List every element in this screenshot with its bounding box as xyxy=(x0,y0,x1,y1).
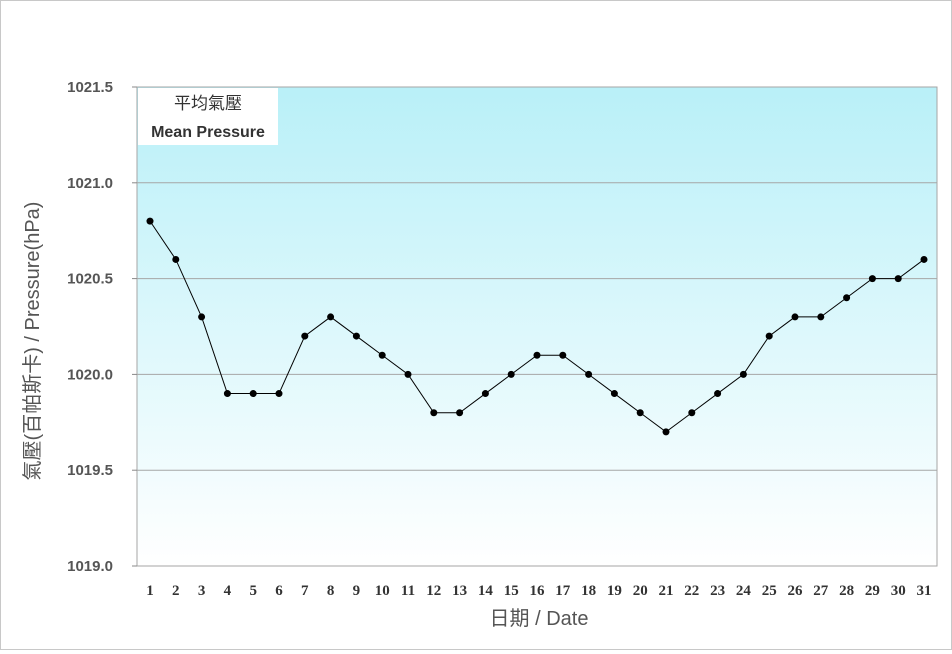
legend-label-en: Mean Pressure xyxy=(151,124,265,141)
x-tick-label: 28 xyxy=(839,583,854,599)
data-point xyxy=(817,313,825,321)
x-axis-ticks: 1 2 3 4 5 6 7 8 9 10 11 12 13 14 15 16 17 18 19 20 21 22 23 24 2… xyxy=(146,583,931,599)
data-point xyxy=(662,428,670,436)
y-tick-label: 1020.0 xyxy=(67,366,113,383)
x-tick-label: 5 xyxy=(249,583,257,599)
data-point xyxy=(610,390,618,398)
x-tick-label: 24 xyxy=(736,583,752,599)
data-point xyxy=(378,351,386,359)
x-tick-label: 1 xyxy=(146,583,154,599)
y-tick-label: 1020.5 xyxy=(67,271,113,288)
x-tick-label: 7 xyxy=(301,583,309,599)
x-tick-label: 15 xyxy=(504,583,519,599)
data-point xyxy=(198,313,206,321)
data-point xyxy=(533,351,541,359)
x-tick-label: 29 xyxy=(865,583,880,599)
series-mean-pressure xyxy=(146,217,928,436)
x-tick-label: 16 xyxy=(530,583,546,599)
y-axis-ticks: 1019.0 1019.5 1020.0 1020.5 1021.0 1021.5 xyxy=(67,79,137,575)
data-point xyxy=(481,390,489,398)
data-point xyxy=(765,332,773,340)
data-point xyxy=(714,390,722,398)
x-tick-label: 12 xyxy=(426,583,441,599)
data-point xyxy=(868,275,876,283)
y-tick-label: 1019.5 xyxy=(67,462,113,479)
x-tick-label: 21 xyxy=(659,583,674,599)
data-point xyxy=(688,409,696,417)
x-tick-label: 2 xyxy=(172,583,180,599)
y-tick-label: 1021.0 xyxy=(67,175,113,192)
data-point xyxy=(352,332,360,340)
data-point xyxy=(223,390,231,398)
x-tick-label: 22 xyxy=(684,583,699,599)
data-point xyxy=(456,409,464,417)
x-tick-label: 4 xyxy=(224,583,232,599)
x-tick-label: 17 xyxy=(555,583,571,599)
x-tick-label: 13 xyxy=(452,583,467,599)
y-tick-label: 1021.5 xyxy=(67,79,113,96)
x-tick-label: 26 xyxy=(788,583,804,599)
x-tick-label: 6 xyxy=(275,583,283,599)
gridlines xyxy=(137,182,937,471)
x-tick-label: 30 xyxy=(891,583,906,599)
data-point xyxy=(636,409,644,417)
x-tick-label: 31 xyxy=(917,583,932,599)
x-tick-label: 23 xyxy=(710,583,725,599)
data-point xyxy=(172,255,180,263)
data-point xyxy=(894,275,902,283)
x-tick-label: 20 xyxy=(633,583,648,599)
data-point xyxy=(275,390,283,398)
data-point xyxy=(585,370,593,378)
legend: 平均氣壓 Mean Pressure xyxy=(138,88,278,145)
data-point xyxy=(404,370,412,378)
x-tick-label: 8 xyxy=(327,583,335,599)
data-point xyxy=(920,255,928,263)
x-tick-label: 18 xyxy=(581,583,596,599)
legend-label-zh: 平均氣壓 xyxy=(174,94,242,113)
x-tick-label: 9 xyxy=(353,583,361,599)
data-point xyxy=(739,370,747,378)
data-point xyxy=(430,409,438,417)
legend-box xyxy=(138,88,278,145)
data-point xyxy=(791,313,799,321)
data-point xyxy=(249,390,257,398)
y-axis-title: 氣壓(百帕斯卡) / Pressure(hPa) xyxy=(21,202,44,481)
x-tick-label: 11 xyxy=(401,583,415,599)
x-tick-label: 3 xyxy=(198,583,206,599)
data-point xyxy=(327,313,335,321)
x-tick-label: 19 xyxy=(607,583,622,599)
plot-area xyxy=(136,86,938,567)
data-point xyxy=(843,294,851,302)
x-axis-title: 日期 / Date xyxy=(490,608,589,630)
x-tick-label: 27 xyxy=(813,583,829,599)
y-tick-label: 1019.0 xyxy=(67,558,113,575)
x-tick-label: 10 xyxy=(375,583,390,599)
data-point xyxy=(301,332,309,340)
data-point xyxy=(559,351,567,359)
data-point xyxy=(507,370,515,378)
data-point xyxy=(146,217,154,225)
x-tick-label: 14 xyxy=(478,583,494,599)
x-tick-label: 25 xyxy=(762,583,777,599)
